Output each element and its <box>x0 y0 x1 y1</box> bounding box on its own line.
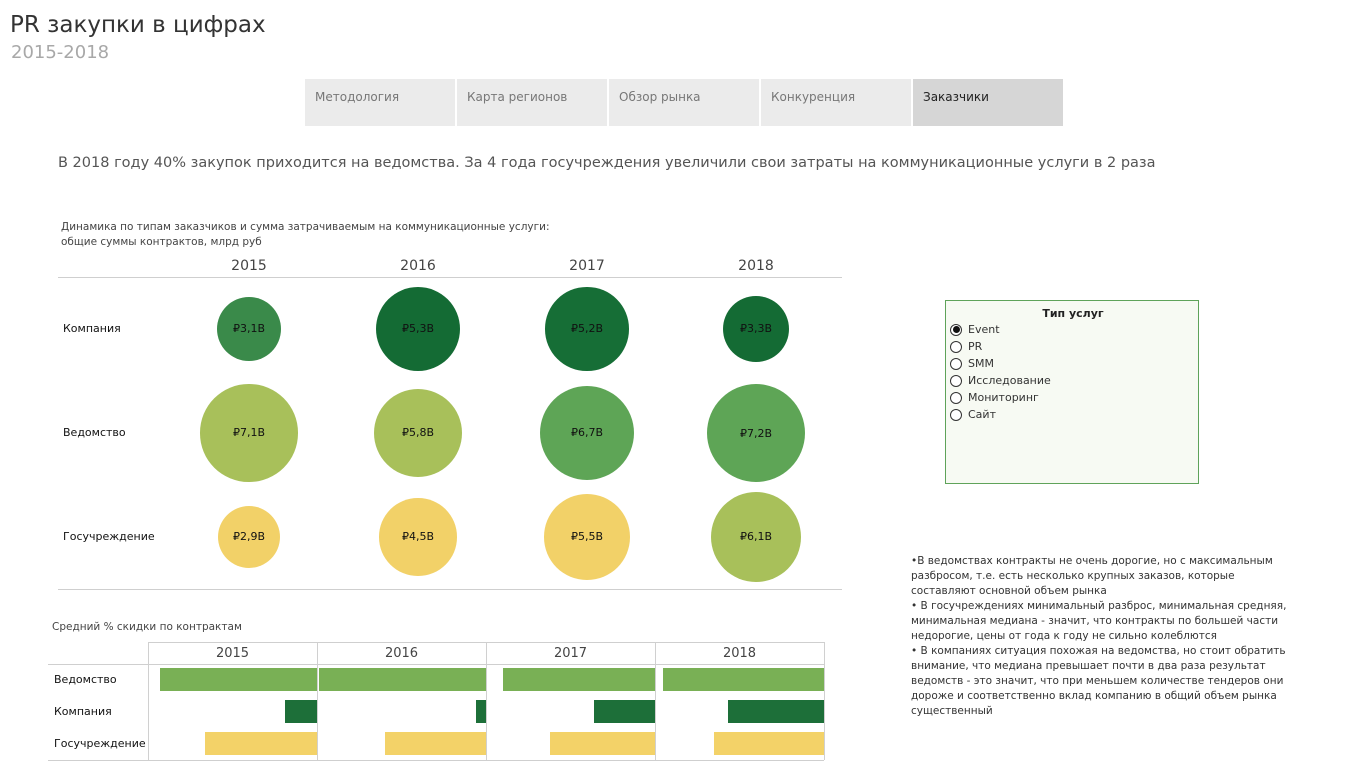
bar-panel-divider <box>655 642 656 760</box>
radio-icon[interactable] <box>950 374 962 387</box>
bubble-value-label: ₽5,8B <box>401 426 435 440</box>
tab-1[interactable]: Методология <box>305 79 455 126</box>
bubble-value-label: ₽4,5B <box>401 530 434 544</box>
page-subtitle: 2015-2018 <box>11 42 110 63</box>
bar-year-header: 2018 <box>722 646 757 661</box>
service-type-option[interactable]: SMM <box>950 355 994 372</box>
service-type-option-label: SMM <box>968 357 994 370</box>
tab-5[interactable]: Заказчики <box>913 79 1063 126</box>
bubble-chart-top-rule <box>58 277 842 278</box>
discount-bar[interactable] <box>714 732 824 755</box>
note-1: •В ведомствах контракты не очень дорогие… <box>911 555 1273 597</box>
radio-icon[interactable] <box>950 340 962 353</box>
bubble-value-label: ₽6,1B <box>739 530 773 544</box>
bubble-mark[interactable]: ₽4,5B <box>379 498 457 576</box>
bar-panel-divider <box>148 642 149 760</box>
service-type-option-label: Event <box>968 323 1000 336</box>
bubble-value-label: ₽3,3B <box>739 322 772 336</box>
bar-row-label: Компания <box>54 705 112 718</box>
discount-bar[interactable] <box>594 700 655 723</box>
bubble-value-label: ₽7,1B <box>232 426 265 440</box>
discount-bar[interactable] <box>550 732 655 755</box>
insights-notes: •В ведомствах контракты не очень дорогие… <box>911 554 1301 719</box>
radio-icon[interactable] <box>950 408 962 421</box>
tab-3[interactable]: Обзор рынка <box>609 79 759 126</box>
bubble-mark[interactable]: ₽7,2B <box>707 384 805 482</box>
discount-bar[interactable] <box>384 732 486 755</box>
bubble-mark[interactable]: ₽6,7B <box>539 385 635 481</box>
bubble-mark[interactable]: ₽2,9B <box>217 505 281 569</box>
service-type-option-label: PR <box>968 340 983 353</box>
bubble-value-label: ₽5,2B <box>570 322 603 336</box>
service-type-option[interactable]: Мониторинг <box>950 389 1039 406</box>
discount-chart-caption: Средний % скидки по контрактам <box>52 621 242 633</box>
bubble-value-label: ₽6,7B <box>570 426 603 440</box>
bubble-chart-caption-line-2: общие суммы контрактов, млрд руб <box>61 236 262 248</box>
page-title: PR закупки в цифрах <box>10 12 266 38</box>
bar-panel-divider <box>317 642 318 760</box>
bar-year-header: 2017 <box>553 646 588 661</box>
tab-4[interactable]: Конкуренция <box>761 79 911 126</box>
bubble-value-label: ₽2,9B <box>232 530 265 544</box>
radio-icon[interactable] <box>950 391 962 404</box>
bubble-mark[interactable]: ₽5,8B <box>374 389 462 477</box>
bubble-mark[interactable]: ₽6,1B <box>710 491 802 583</box>
discount-bar[interactable] <box>727 700 824 723</box>
bubble-year-header: 2018 <box>738 258 774 274</box>
bubble-chart-caption-line-1: Динамика по типам заказчиков и сумма зат… <box>61 221 550 233</box>
discount-bar[interactable] <box>205 732 317 755</box>
discount-bar[interactable] <box>284 700 317 723</box>
bar-year-header: 2015 <box>215 646 250 661</box>
bar-row-label: Ведомство <box>54 673 117 686</box>
bubble-value-label: ₽5,3B <box>401 322 435 336</box>
radio-selected-icon[interactable] <box>950 323 962 336</box>
bubble-value-label: ₽5,5B <box>570 530 604 544</box>
bubble-mark[interactable]: ₽7,1B <box>200 384 298 482</box>
bar-year-header: 2016 <box>384 646 419 661</box>
bubble-row-label: Ведомство <box>63 426 126 439</box>
note-2: • В госучреждениях минимальный разброс, … <box>911 600 1287 642</box>
bubble-value-label: ₽3,1B <box>232 322 266 336</box>
tab-2[interactable]: Карта регионов <box>457 79 607 126</box>
radio-icon[interactable] <box>950 357 962 370</box>
bar-chart-bottom-rule <box>48 760 824 761</box>
discount-bar[interactable] <box>502 668 655 691</box>
service-type-option[interactable]: PR <box>950 338 982 355</box>
radio-dot-icon <box>952 326 960 333</box>
service-type-option-label: Исследование <box>968 374 1051 387</box>
discount-bar[interactable] <box>475 700 486 723</box>
bubble-chart-caption: Динамика по типам заказчиков и сумма зат… <box>61 220 550 250</box>
note-3: • В компаниях ситуация похожая на ведомс… <box>911 645 1286 717</box>
headline-text: В 2018 году 40% закупок приходится на ве… <box>58 155 1156 171</box>
bubble-chart-bottom-rule <box>58 589 842 590</box>
bubble-year-header: 2017 <box>569 258 605 274</box>
discount-bar[interactable] <box>663 668 824 691</box>
service-type-option[interactable]: Сайт <box>950 406 996 423</box>
bubble-mark[interactable]: ₽5,5B <box>544 494 630 580</box>
bar-chart-axis-rule <box>48 664 824 665</box>
discount-bar[interactable] <box>159 668 317 691</box>
service-type-filter-title: Тип услуг <box>1042 307 1104 320</box>
bubble-row-label: Госучреждение <box>63 530 155 543</box>
bar-panel-divider <box>824 642 825 760</box>
bubble-mark[interactable]: ₽5,2B <box>545 287 629 371</box>
service-type-option[interactable]: Исследование <box>950 372 1051 389</box>
service-type-filter: Тип услуг Event PR SMM Исследование Монитори… <box>945 300 1199 484</box>
service-type-option[interactable]: Event <box>950 321 1000 338</box>
bubble-mark[interactable]: ₽3,1B <box>216 296 282 362</box>
bar-row-label: Госучреждение <box>54 737 146 750</box>
discount-bar[interactable] <box>318 668 486 691</box>
bubble-year-header: 2016 <box>400 258 436 274</box>
bubble-mark[interactable]: ₽5,3B <box>375 286 461 372</box>
service-type-option-label: Сайт <box>968 408 996 421</box>
bubble-row-label: Компания <box>63 322 121 335</box>
bubble-mark[interactable]: ₽3,3B <box>722 295 790 363</box>
service-type-option-label: Мониторинг <box>968 391 1039 404</box>
bubble-year-header: 2015 <box>231 258 267 274</box>
bar-panel-divider <box>486 642 487 760</box>
bubble-value-label: ₽7,2B <box>739 426 773 440</box>
